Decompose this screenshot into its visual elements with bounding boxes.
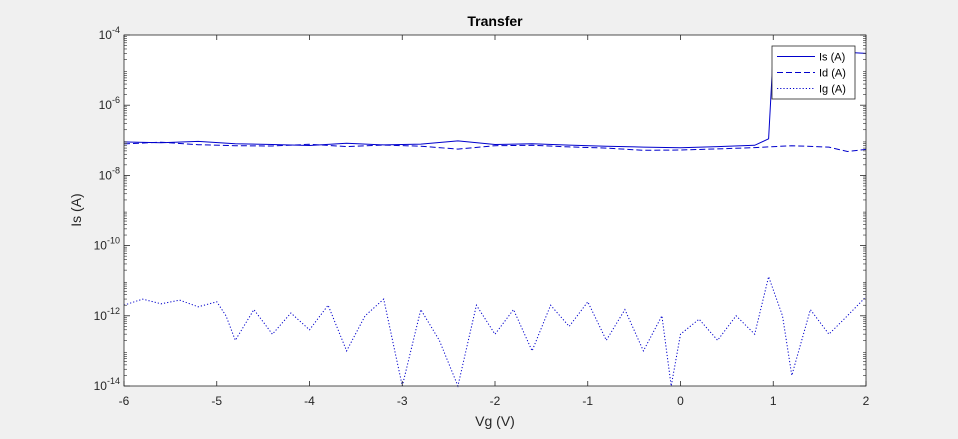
y-tick-base: 10 — [94, 379, 108, 393]
y-tick-exponent: -10 — [107, 236, 120, 246]
x-tick-label: 2 — [863, 394, 870, 408]
x-tick-label: -6 — [119, 394, 130, 408]
y-tick-exponent: -8 — [112, 165, 120, 175]
y-tick-base: 10 — [94, 309, 108, 323]
y-tick-exponent: -4 — [112, 25, 120, 35]
y-tick-base: 10 — [94, 239, 108, 253]
y-tick-base: 10 — [99, 28, 113, 42]
y-tick-exponent: -12 — [107, 306, 120, 316]
series-line-id — [123, 141, 867, 153]
legend[interactable]: Is (A) Id (A) Ig (A) — [771, 45, 856, 100]
y-tick-exponent: -6 — [112, 95, 120, 105]
x-axis-label: Vg (V) — [475, 413, 515, 429]
y-tick-base: 10 — [99, 98, 113, 112]
x-tick-label: -4 — [304, 394, 315, 408]
x-ticks: -6 -5 -4 -3 -2 -1 0 1 2 — [119, 35, 870, 408]
series-layer — [123, 51, 867, 388]
y-tick-label: 10-8 — [99, 165, 120, 182]
y-axis-label: Is (A) — [68, 193, 84, 226]
y-tick-label: 10-14 — [94, 376, 120, 393]
y-tick-label: 10-4 — [99, 25, 120, 42]
x-tick-label: -3 — [397, 394, 408, 408]
series-line-is — [123, 51, 867, 149]
y-tick-base: 10 — [99, 168, 113, 182]
x-tick-label: -5 — [211, 394, 222, 408]
y-tick-label: 10-12 — [94, 306, 120, 323]
y-tick-label: 10-10 — [94, 236, 120, 253]
legend-label-is: Is (A) — [819, 52, 845, 64]
x-tick-label: -1 — [582, 394, 593, 408]
x-tick-label: 0 — [677, 394, 684, 408]
x-tick-label: -2 — [490, 394, 501, 408]
legend-label-ig: Ig (A) — [819, 84, 846, 96]
x-tick-label: 1 — [770, 394, 777, 408]
y-tick-label: 10-6 — [99, 95, 120, 112]
chart-title: Transfer — [467, 13, 523, 29]
y-tick-exponent: -14 — [107, 376, 120, 386]
plot-area — [124, 35, 866, 386]
legend-label-id: Id (A) — [819, 68, 846, 80]
